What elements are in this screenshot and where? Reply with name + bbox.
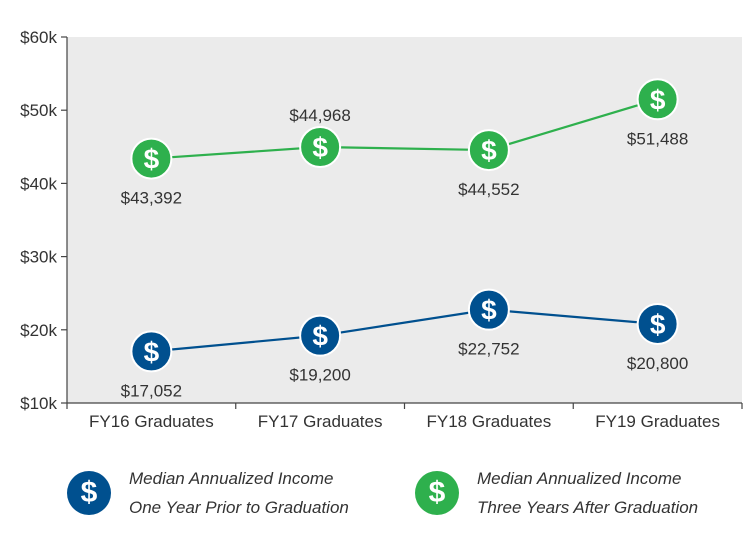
x-tick-label: FY16 Graduates [89,412,214,431]
data-label: $19,200 [289,366,350,385]
dollar-glyph: $ [144,336,160,367]
series-line [151,308,658,353]
y-tick-label: $20k [20,321,57,340]
dollar-glyph: $ [481,295,497,326]
dollar-icon [467,129,510,172]
y-tick-label: $30k [20,248,57,267]
data-point-marker: $ [467,288,510,331]
y-tick-label: $40k [20,174,57,193]
data-label: $22,752 [458,340,519,359]
dollar-glyph: $ [650,84,666,115]
legend-label-line-2: One Year Prior to Graduation [129,498,349,517]
x-tick-label: FY19 Graduates [595,412,720,431]
dollar-icon [130,330,173,373]
dollar-icon: $ [67,471,111,515]
y-tick-label: $60k [20,28,57,47]
legend-label-line-1: Median Annualized Income [129,469,334,488]
dollar-icon [299,126,342,169]
data-point-marker: $ [467,129,510,172]
dollar-icon [130,137,173,180]
plot-area [67,37,742,403]
series-line [151,98,658,160]
dollar-glyph: $ [312,132,328,163]
data-label: $17,052 [121,381,182,400]
legend-item-one-year-prior: $ Median Annualized Income One Year Prio… [67,458,349,528]
data-point-marker: $ [636,78,679,121]
dollar-icon [636,302,679,345]
legend-label-line-2: Three Years After Graduation [477,498,699,517]
dollar-glyph: $ [312,321,328,352]
data-label: $51,488 [627,129,688,148]
data-label: $43,392 [121,189,182,208]
data-point-marker: $ [636,302,679,345]
dollar-glyph: $ [650,309,666,340]
dollar-glyph: $ [481,135,497,166]
data-point-marker: $ [299,314,342,357]
dollar-icon [299,314,342,357]
y-tick-label: $10k [20,394,57,413]
x-tick-label: FY18 Graduates [427,412,552,431]
data-point-marker: $ [130,137,173,180]
x-tick-label: FY17 Graduates [258,412,383,431]
legend-item-three-years-after: $ Median Annualized Income Three Years A… [415,458,698,528]
data-label: $20,800 [627,354,688,373]
data-point-marker: $ [299,126,342,169]
legend-label-line-1: Median Annualized Income [477,469,682,488]
dollar-icon [467,288,510,331]
data-label: $44,968 [289,106,350,125]
data-label: $44,552 [458,180,519,199]
y-tick-label: $50k [20,101,57,120]
dollar-icon: $ [415,471,459,515]
dollar-glyph: $ [144,144,160,175]
dollar-icon [636,78,679,121]
data-point-marker: $ [130,330,173,373]
